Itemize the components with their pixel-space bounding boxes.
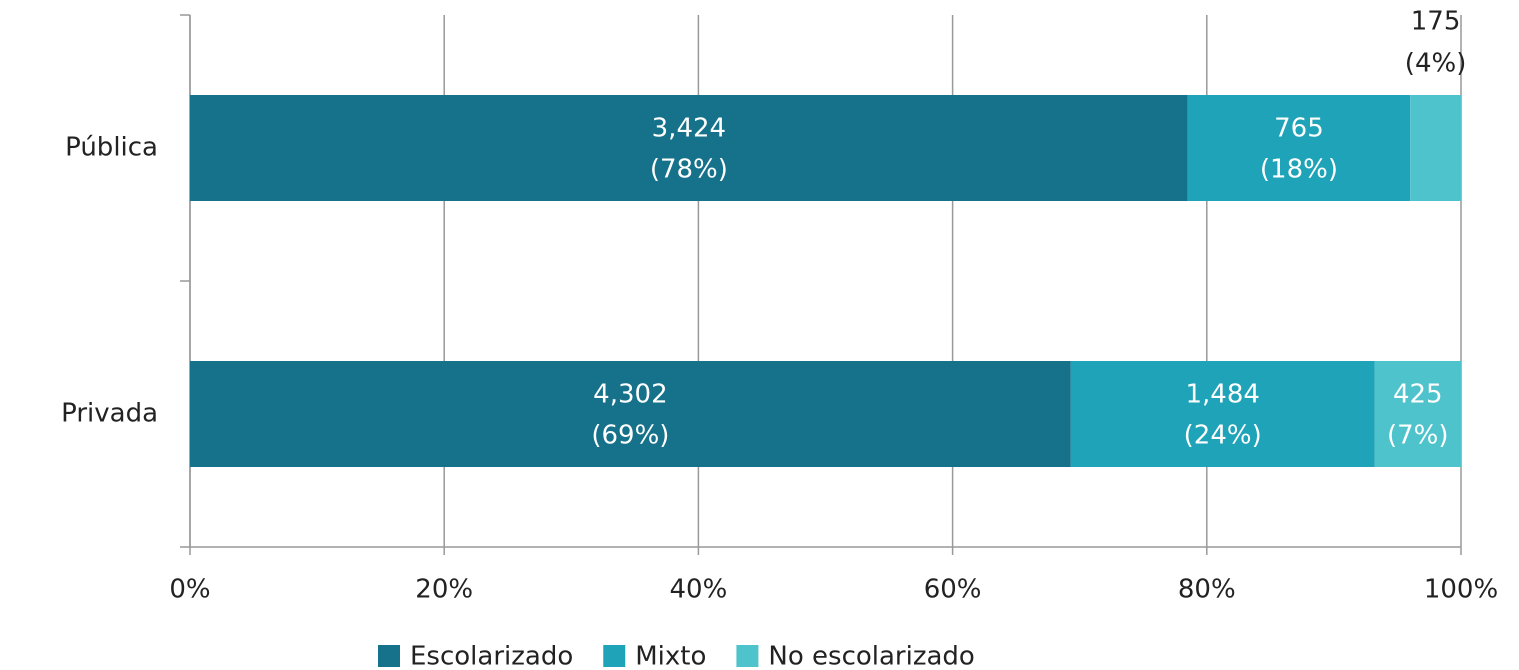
bar-segment [1374, 361, 1461, 467]
data-label: (78%) [650, 155, 728, 185]
data-label: (4%) [1405, 49, 1467, 79]
data-label: (69%) [591, 421, 669, 451]
data-label: 1,484 [1185, 380, 1259, 410]
bar-segment [1070, 361, 1375, 467]
legend-label: No escolarizado [768, 642, 974, 670]
data-label: (18%) [1260, 155, 1338, 185]
bar-segment [1410, 95, 1461, 201]
bar-segment [1187, 95, 1411, 201]
data-label: (24%) [1184, 421, 1262, 451]
data-label: 425 [1393, 380, 1443, 410]
data-label: 4,302 [593, 380, 667, 410]
y-tick-label: Pública [65, 133, 158, 163]
bar-segment [190, 361, 1071, 467]
x-tick-label: 80% [1178, 575, 1236, 605]
bar-segment [190, 95, 1188, 201]
legend-swatch [736, 645, 759, 667]
x-tick-label: 0% [169, 575, 210, 605]
y-tick-label: Privada [61, 399, 158, 429]
data-label: 765 [1274, 114, 1324, 144]
x-tick-label: 60% [924, 575, 982, 605]
data-label: 3,424 [652, 114, 726, 144]
data-label: (7%) [1387, 421, 1449, 451]
x-tick-label: 20% [415, 575, 473, 605]
legend-label: Mixto [635, 642, 706, 670]
legend-swatch [603, 645, 626, 667]
legend-label: Escolarizado [410, 642, 573, 670]
x-tick-label: 40% [670, 575, 728, 605]
data-label: 175 [1411, 7, 1461, 37]
legend-swatch [378, 645, 400, 667]
x-tick-label: 100% [1424, 575, 1498, 605]
